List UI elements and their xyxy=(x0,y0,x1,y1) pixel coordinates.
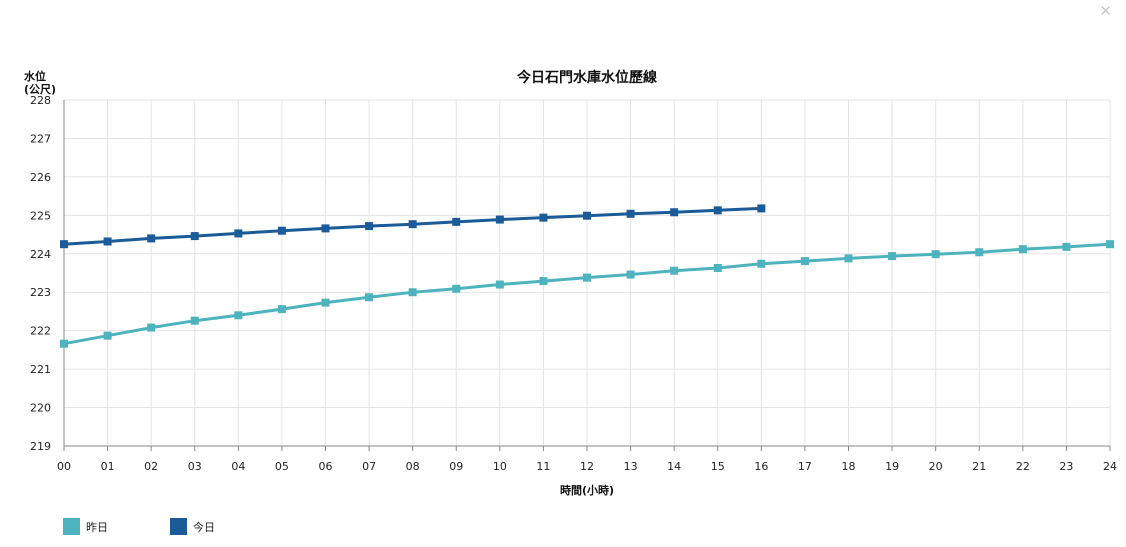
data-point[interactable] xyxy=(757,204,766,213)
data-point[interactable] xyxy=(539,277,548,286)
data-point[interactable] xyxy=(844,254,853,263)
x-tick-label: 21 xyxy=(972,460,986,473)
data-point[interactable] xyxy=(1106,240,1114,249)
x-tick-label: 06 xyxy=(319,460,333,473)
y-tick-label: 227 xyxy=(30,132,51,145)
data-point[interactable] xyxy=(888,252,897,261)
y-tick-label: 223 xyxy=(30,286,51,299)
x-tick-label: 11 xyxy=(536,460,550,473)
data-point[interactable] xyxy=(60,339,68,348)
y-axis-title-line2: (公尺) xyxy=(24,83,56,96)
legend-item-1[interactable]: 今日 xyxy=(170,518,215,535)
x-tick-label: 08 xyxy=(406,460,420,473)
x-tick-label: 17 xyxy=(798,460,812,473)
series-lines xyxy=(60,204,1114,348)
data-point[interactable] xyxy=(277,226,286,235)
data-point[interactable] xyxy=(583,211,591,220)
x-tick-label: 14 xyxy=(667,460,681,473)
y-tick-label: 226 xyxy=(30,171,51,184)
data-point[interactable] xyxy=(277,305,286,314)
data-point[interactable] xyxy=(321,224,330,233)
grid-lines xyxy=(63,99,1111,447)
data-point[interactable] xyxy=(670,266,679,275)
y-tick-label: 219 xyxy=(30,440,51,453)
data-point[interactable] xyxy=(147,234,156,243)
data-point[interactable] xyxy=(757,259,766,268)
data-point[interactable] xyxy=(365,222,374,231)
x-tick-label: 13 xyxy=(624,460,638,473)
x-tick-label: 09 xyxy=(449,460,463,473)
data-point[interactable] xyxy=(408,220,417,229)
data-point[interactable] xyxy=(452,284,461,293)
data-point[interactable] xyxy=(583,273,591,282)
data-point[interactable] xyxy=(495,280,504,289)
y-tick-label: 220 xyxy=(30,402,51,415)
data-point[interactable] xyxy=(234,229,243,238)
x-tick-label: 20 xyxy=(929,460,943,473)
x-tick-label: 22 xyxy=(1016,460,1030,473)
y-tick-label: 225 xyxy=(30,209,51,222)
y-tick-label: 224 xyxy=(30,248,51,261)
data-point[interactable] xyxy=(452,217,461,226)
data-point[interactable] xyxy=(670,208,679,217)
data-point[interactable] xyxy=(365,293,374,302)
legend-swatch xyxy=(170,518,187,535)
data-point[interactable] xyxy=(103,331,112,340)
y-tick-label: 222 xyxy=(30,325,51,338)
legend-swatch xyxy=(63,518,80,535)
x-tick-label: 04 xyxy=(231,460,245,473)
x-tick-label: 10 xyxy=(493,460,507,473)
x-tick-label: 18 xyxy=(842,460,856,473)
x-tick-label: 19 xyxy=(885,460,899,473)
x-tick-label: 01 xyxy=(101,460,115,473)
data-point[interactable] xyxy=(190,316,199,325)
y-tick-labels: 219 220 221 222 223 224 225 226 227 228 xyxy=(30,94,51,453)
data-point[interactable] xyxy=(975,248,984,257)
chart-title: 今日石門水庫水位歷線 xyxy=(516,69,657,86)
x-tick-label: 23 xyxy=(1059,460,1073,473)
data-point[interactable] xyxy=(103,237,112,246)
data-point[interactable] xyxy=(408,288,417,297)
x-tick-label: 24 xyxy=(1103,460,1117,473)
x-tick-label: 16 xyxy=(754,460,768,473)
data-point[interactable] xyxy=(190,232,199,241)
axes xyxy=(63,100,1111,451)
data-point[interactable] xyxy=(495,215,504,224)
data-point[interactable] xyxy=(321,298,330,307)
data-point[interactable] xyxy=(626,270,635,279)
y-axis-title-line1: 水位 xyxy=(24,69,46,83)
data-point[interactable] xyxy=(1018,245,1027,254)
data-point[interactable] xyxy=(626,209,635,218)
y-tick-label: 221 xyxy=(30,363,51,376)
data-point[interactable] xyxy=(713,206,722,215)
data-point[interactable] xyxy=(800,257,809,266)
x-tick-label: 07 xyxy=(362,460,376,473)
data-point[interactable] xyxy=(539,213,548,222)
data-point[interactable] xyxy=(1062,242,1071,251)
x-tick-label: 03 xyxy=(188,460,202,473)
data-point[interactable] xyxy=(147,323,156,332)
close-icon[interactable]: ✕ xyxy=(1099,2,1112,20)
legend-label: 今日 xyxy=(193,520,215,534)
legend: 昨日 今日 xyxy=(63,518,215,535)
data-point[interactable] xyxy=(234,311,243,320)
data-point[interactable] xyxy=(60,240,68,249)
data-point[interactable] xyxy=(931,250,940,259)
x-tick-label: 15 xyxy=(711,460,725,473)
y-tick-label: 228 xyxy=(30,94,51,107)
x-axis-title: 時間(小時) xyxy=(560,483,614,497)
x-tick-label: 00 xyxy=(57,460,71,473)
legend-item-0[interactable]: 昨日 xyxy=(63,518,108,535)
data-point[interactable] xyxy=(713,264,722,273)
x-tick-labels: 00 01 02 03 04 05 06 07 08 09 10 11 12 13 14 15 16 17 18 19… xyxy=(57,460,1117,473)
x-tick-label: 12 xyxy=(580,460,594,473)
x-tick-label: 05 xyxy=(275,460,289,473)
x-tick-label: 02 xyxy=(144,460,158,473)
legend-label: 昨日 xyxy=(86,521,108,534)
